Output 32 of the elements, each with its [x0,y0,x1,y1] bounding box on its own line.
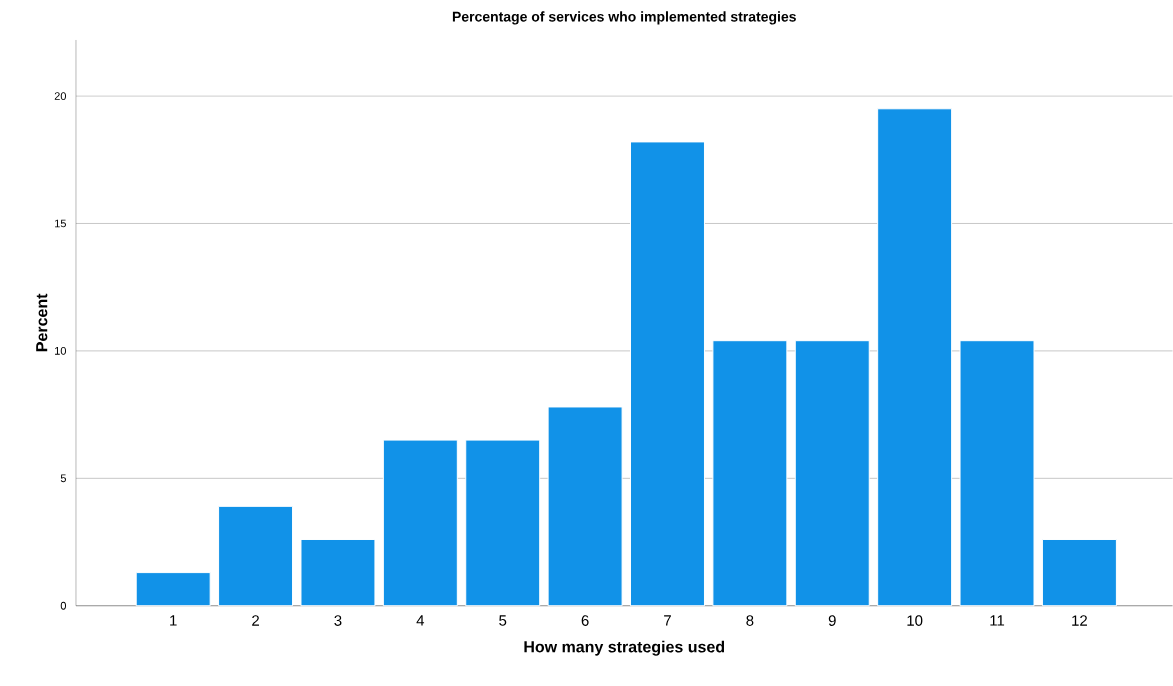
x-tick-label: 12 [1072,615,1087,626]
x-tick-label: 3 [334,615,342,627]
y-tick-label: 0 [60,602,67,610]
bar [547,406,623,607]
x-axis-title: How many strategies used [524,640,725,656]
x-tick-label: 11 [990,615,1005,626]
bar [218,505,294,607]
y-tick-label: 10 [55,347,67,355]
bar [959,340,1035,607]
bar [1041,539,1117,607]
bar [712,340,788,607]
x-tick-label: 9 [828,615,836,627]
x-tick-label: 1 [170,615,177,626]
bar [465,439,541,607]
bar [794,340,870,607]
x-tick-label: 5 [499,615,507,626]
y-tick-label: 5 [60,474,66,483]
bar [300,539,376,607]
bar [135,572,211,607]
x-tick-label: 8 [746,615,754,627]
y-tick-label: 20 [54,92,67,101]
x-tick-label: 6 [581,615,589,627]
x-tick-label: 10 [907,615,923,627]
bar [877,108,953,607]
bar [630,141,705,607]
x-tick-label: 2 [252,615,259,626]
x-tick-label: 4 [416,615,425,626]
x-tick-label: 7 [664,615,671,626]
bar [382,439,458,607]
chart-title: Percentage of services who implemented strategies [452,11,796,25]
y-axis-title: Percent [36,293,48,352]
y-tick-label: 15 [55,219,66,228]
